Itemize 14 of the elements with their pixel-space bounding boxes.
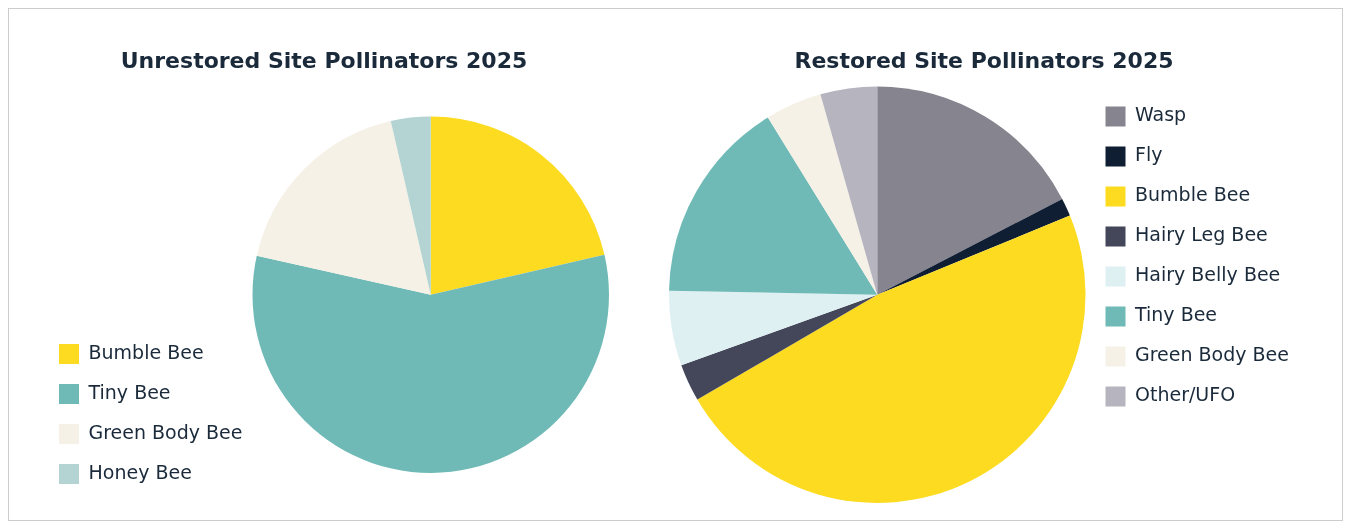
legend-label: Bumble Bee — [1135, 183, 1251, 206]
legend-label: Green Body Bee — [1135, 343, 1290, 366]
legend-label: Hairy Belly Bee — [1135, 263, 1281, 286]
chart-title: Unrestored Site Pollinators 2025 — [120, 47, 528, 73]
legend-label: Green Body Bee — [88, 420, 243, 443]
legend-label: Bumble Bee — [88, 340, 204, 363]
legend-label: Hairy Leg Bee — [1135, 223, 1268, 246]
legend-label: Tiny Bee — [87, 380, 171, 403]
legend-label: Other/UFO — [1135, 383, 1236, 406]
legend-label: Fly — [1135, 143, 1163, 166]
legend-label: Tiny Bee — [1134, 303, 1218, 326]
legend-label: Honey Bee — [88, 460, 192, 483]
chart-title: Restored Site Pollinators 2025 — [794, 47, 1174, 73]
legend-label: Wasp — [1135, 103, 1187, 126]
